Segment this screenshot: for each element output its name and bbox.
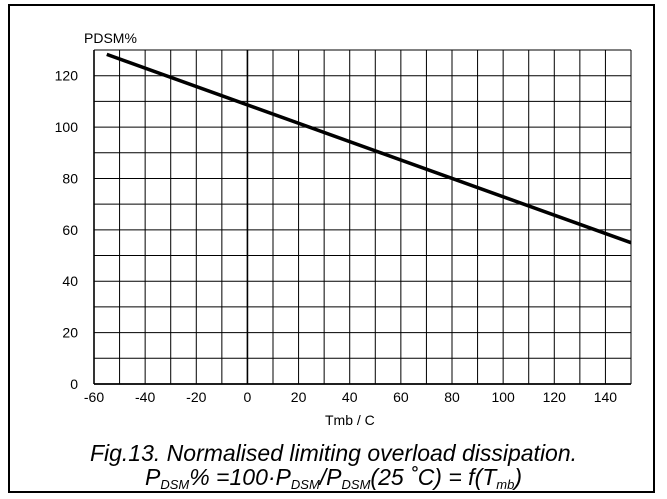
x-tick-label: -20 (186, 389, 206, 405)
x-tick-label: 0 (244, 389, 252, 405)
y-tick-label: 100 (55, 119, 79, 135)
figure-frame (8, 4, 655, 493)
y-tick-label: 20 (62, 325, 78, 341)
x-tick-label: 20 (291, 389, 307, 405)
series-line (106, 52, 632, 245)
figure-caption: Fig.13. Normalised limiting overload dis… (89, 440, 578, 466)
x-tick-label: -60 (84, 389, 104, 405)
x-axis-label: Tmb / C (325, 412, 375, 428)
x-tick-label: 80 (444, 389, 460, 405)
figure-formula: PDSM% =100·PDSM/PDSM(25 ˚C) = f(Tmb) (144, 464, 523, 492)
x-tick-label: 60 (393, 389, 409, 405)
y-tick-label: 60 (62, 222, 78, 238)
y-tick-label: 40 (62, 273, 78, 289)
grid-lines (93, 49, 632, 385)
tick-labels: -60 -40 -20 0 20 40 60 80 100 120 140 0 20 40 60 80 100 1… (55, 68, 618, 405)
x-tick-label: 100 (491, 389, 515, 405)
x-tick-label: 40 (342, 389, 358, 405)
series-group (106, 52, 632, 245)
y-tick-label: 120 (55, 68, 79, 84)
y-tick-label: 0 (70, 376, 78, 392)
x-tick-label: 140 (594, 389, 618, 405)
x-tick-label: 120 (543, 389, 567, 405)
y-tick-label: 80 (62, 170, 78, 186)
y-axis-label: PDSM% (84, 30, 137, 46)
x-tick-label: -40 (135, 389, 155, 405)
